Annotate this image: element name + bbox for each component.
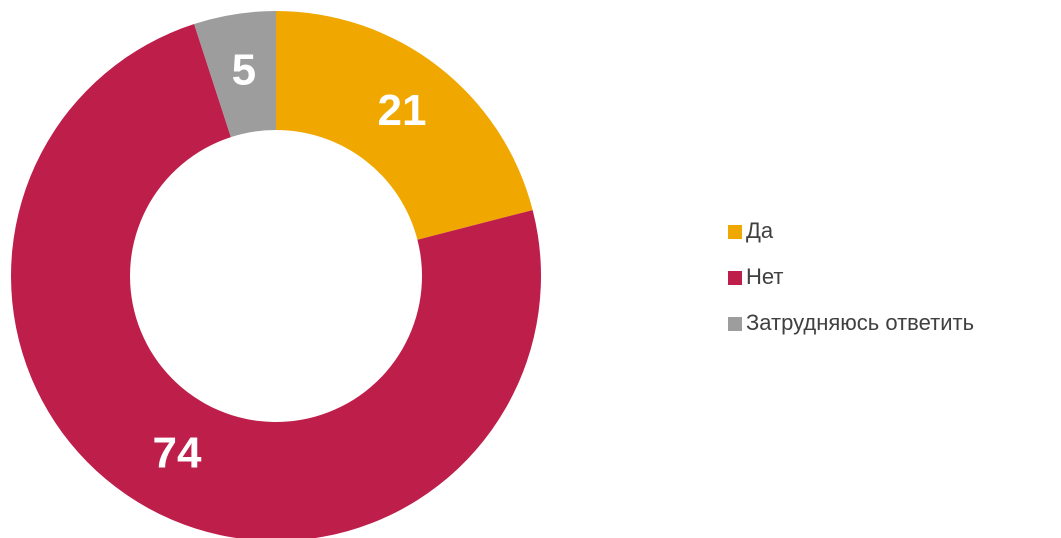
- slice: [11, 23, 541, 538]
- legend-swatch: [728, 225, 742, 239]
- slice: [194, 11, 276, 138]
- data-label: 5: [232, 46, 256, 95]
- legend-label: Затрудняюсь ответить: [746, 310, 974, 335]
- data-label: 74: [153, 429, 202, 478]
- legend-label: Нет: [746, 264, 783, 289]
- legend-label: Да: [746, 218, 774, 243]
- legend-swatch: [728, 271, 742, 285]
- legend-swatch: [728, 317, 742, 331]
- slice: [276, 11, 533, 240]
- data-label: 21: [377, 86, 426, 135]
